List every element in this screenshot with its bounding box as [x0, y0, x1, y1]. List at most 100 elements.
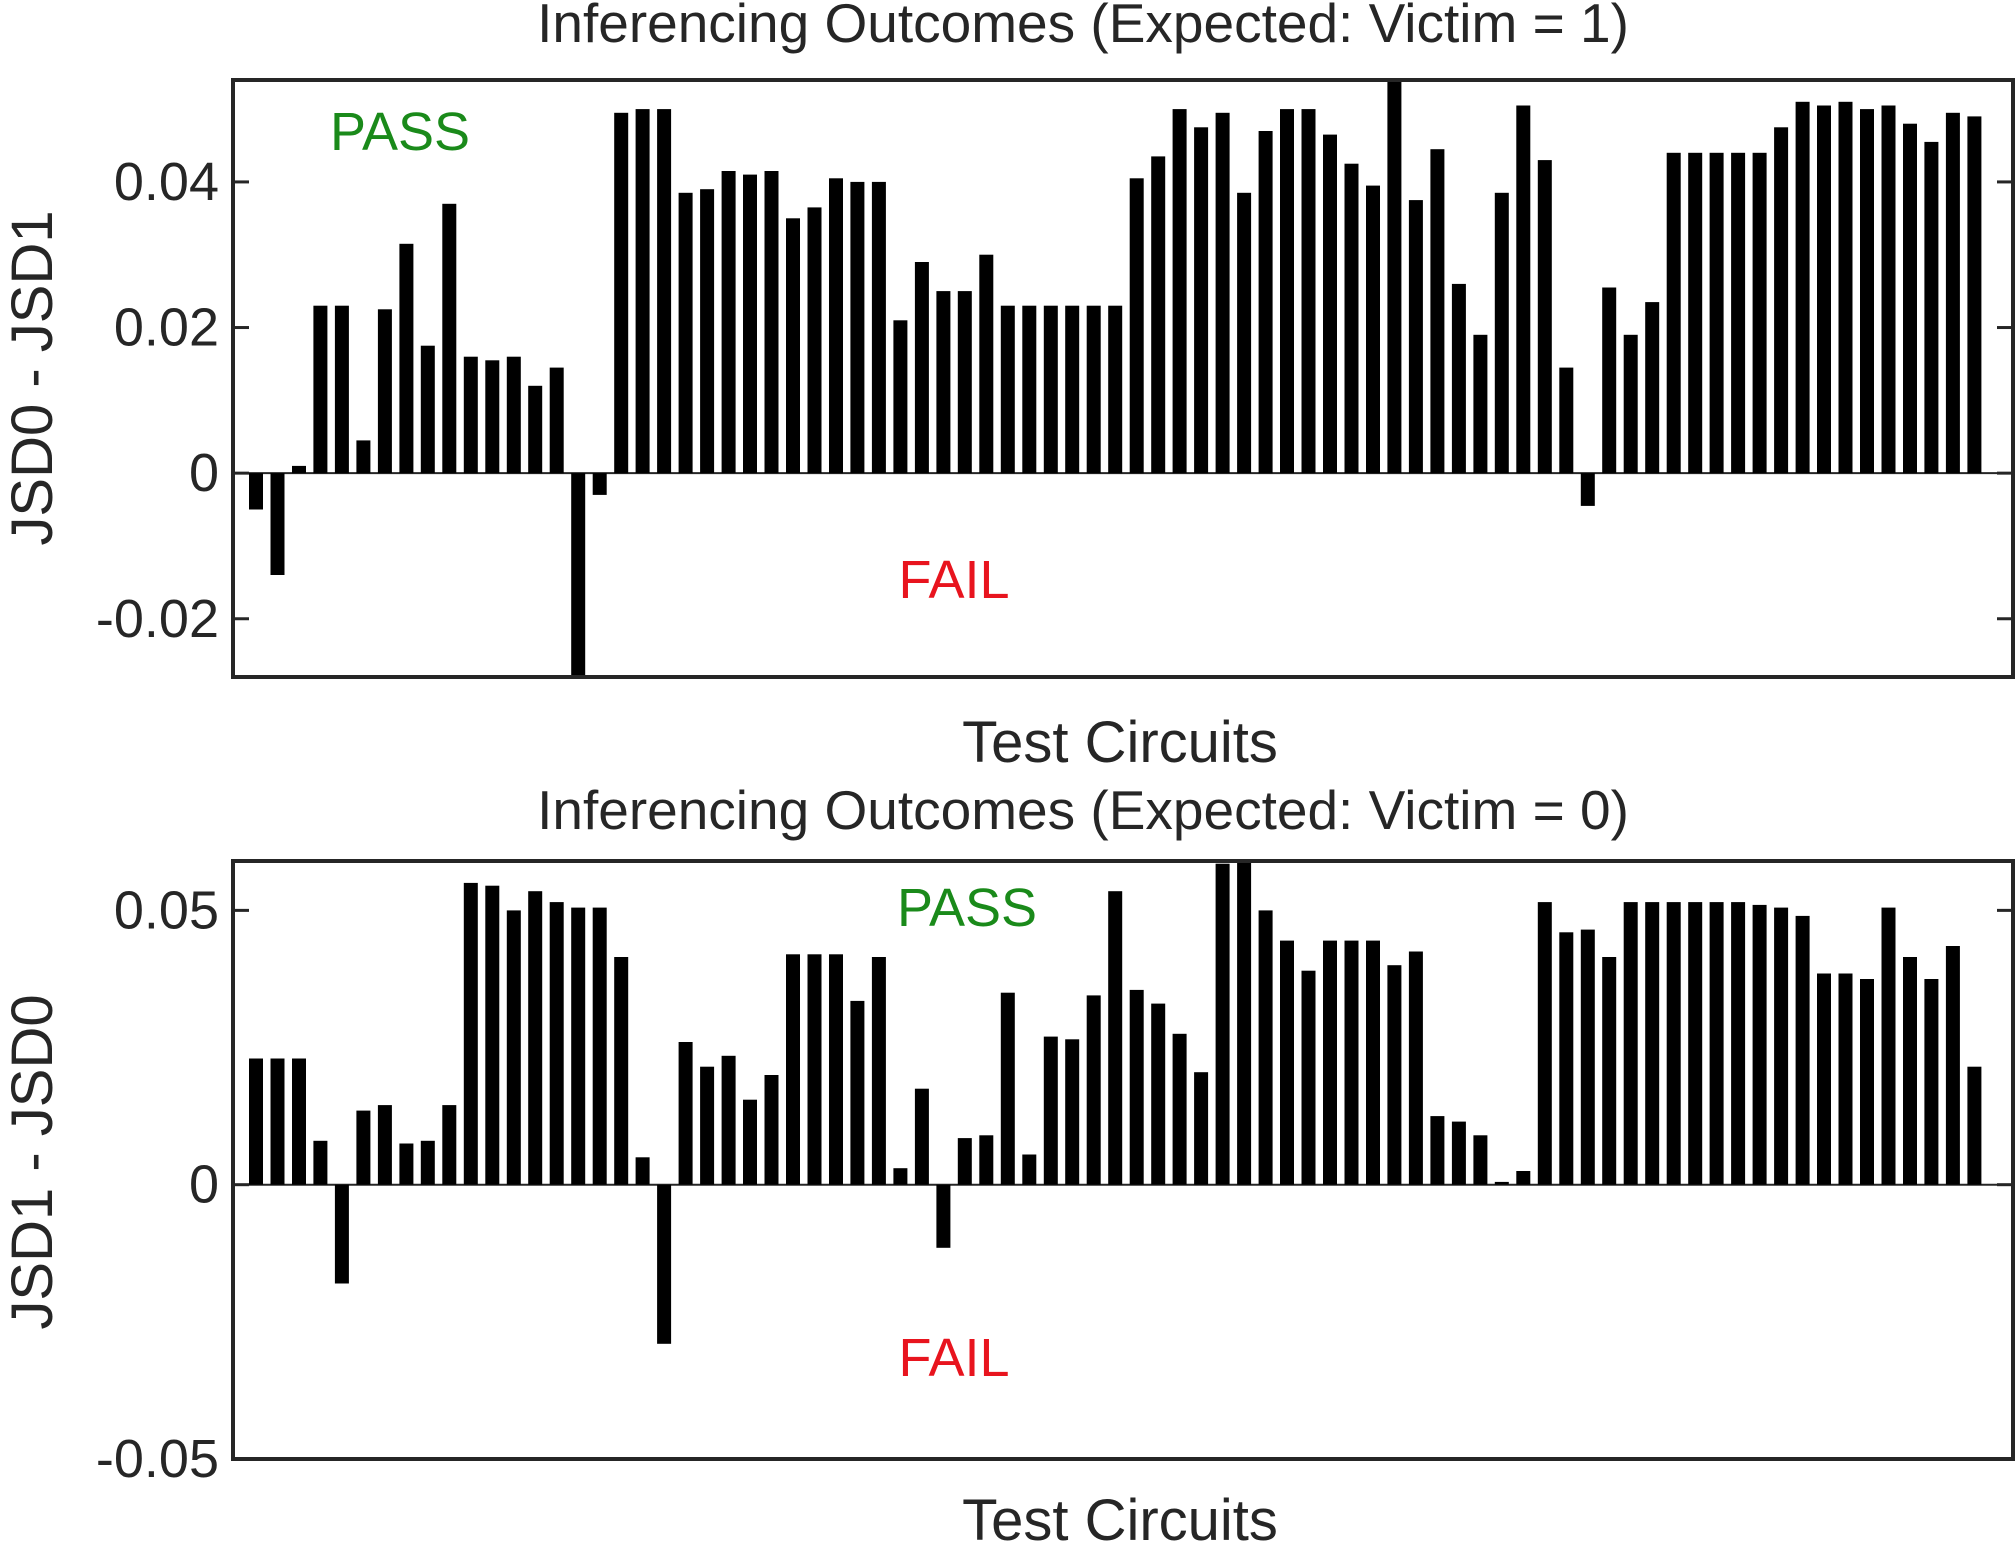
bar-44: [1172, 109, 1187, 474]
bar-15: [549, 367, 564, 474]
bar-38: [1043, 305, 1058, 474]
bar-24: [743, 1099, 757, 1185]
bar-65: [1623, 902, 1638, 1185]
bar-1: [249, 1058, 263, 1185]
bar-33: [936, 291, 951, 474]
bar-4: [313, 305, 328, 474]
bar-54: [1387, 965, 1402, 1185]
bar-30: [871, 957, 886, 1185]
bar-13: [506, 356, 521, 474]
bar-40: [1086, 995, 1101, 1185]
bar-2: [270, 473, 285, 575]
bar-49: [1280, 940, 1294, 1185]
bar-8: [399, 1143, 414, 1185]
bar-37: [1022, 1154, 1037, 1185]
bar-35: [979, 254, 994, 474]
panel-top-fail-label: FAIL: [898, 550, 1009, 610]
bar-19: [635, 1157, 650, 1185]
bar-63: [1580, 929, 1595, 1185]
bar-1: [249, 473, 263, 510]
bar-45: [1194, 127, 1209, 474]
bar-80: [1945, 112, 1960, 474]
bar-81: [1967, 116, 1982, 474]
bar-26: [786, 954, 800, 1185]
bar-12: [485, 360, 500, 474]
bar-79: [1924, 979, 1939, 1185]
bar-50: [1301, 109, 1316, 474]
y-tick-label: -0.05: [96, 1429, 219, 1489]
bar-14: [528, 385, 543, 474]
bar-22: [700, 189, 715, 474]
bar-32: [914, 262, 929, 474]
bar-10: [442, 1105, 457, 1185]
bar-29: [850, 1000, 865, 1185]
bar-57: [1451, 283, 1466, 474]
bar-25: [764, 171, 779, 474]
bar-73: [1795, 915, 1810, 1185]
bar-14: [528, 891, 543, 1185]
bar-55: [1408, 200, 1423, 474]
bar-36: [1000, 305, 1015, 474]
bar-11: [463, 356, 478, 474]
bar-54: [1387, 80, 1402, 474]
panel-top-pass-label: PASS: [330, 102, 470, 162]
bar-58: [1473, 334, 1488, 474]
bar-3: [292, 465, 306, 474]
bar-48: [1258, 910, 1273, 1185]
bar-81: [1967, 1066, 1982, 1185]
bar-43: [1151, 1003, 1166, 1185]
panel-bottom-axes-box: [231, 859, 2015, 1461]
bar-30: [871, 181, 886, 474]
bar-41: [1108, 305, 1123, 474]
bar-23: [721, 171, 736, 474]
panel-top-y-ticks: -0.02 0 0.02 0.04: [96, 152, 2013, 649]
bar-39: [1065, 1039, 1080, 1185]
bar-5: [334, 305, 349, 474]
bar-17: [592, 907, 607, 1185]
bar-67: [1666, 152, 1681, 474]
panel-bottom-x-axis-label: Test Circuits: [962, 1488, 1278, 1547]
bar-52: [1344, 163, 1359, 474]
bar-34: [957, 291, 972, 474]
bar-26: [786, 218, 800, 474]
bar-34: [957, 1138, 972, 1185]
bar-20: [657, 109, 672, 474]
panel-bottom-pass-label: PASS: [897, 878, 1037, 938]
bar-66: [1645, 302, 1660, 474]
bar-65: [1623, 334, 1638, 474]
bar-62: [1559, 932, 1574, 1185]
bar-71: [1752, 904, 1767, 1185]
bar-22: [700, 1066, 715, 1185]
bar-69: [1709, 902, 1724, 1185]
bar-47: [1237, 192, 1252, 474]
bar-70: [1731, 902, 1746, 1185]
bar-5: [334, 1184, 349, 1284]
bar-74: [1817, 105, 1831, 474]
bar-35: [979, 1135, 994, 1185]
bar-52: [1344, 940, 1359, 1185]
bar-64: [1602, 957, 1617, 1185]
bar-69: [1709, 152, 1724, 474]
panel-bottom-bars: [249, 861, 1982, 1344]
y-tick-label: 0.05: [114, 880, 219, 940]
bar-38: [1043, 1036, 1058, 1185]
bar-7: [377, 309, 392, 474]
bar-61: [1537, 902, 1552, 1185]
bar-40: [1086, 305, 1101, 474]
bar-68: [1688, 152, 1703, 474]
bar-72: [1774, 907, 1789, 1185]
bar-55: [1408, 951, 1423, 1185]
bar-23: [721, 1055, 736, 1185]
bar-60: [1516, 105, 1531, 474]
bar-56: [1430, 149, 1445, 474]
bar-46: [1215, 863, 1230, 1185]
y-tick-label: -0.02: [96, 589, 219, 649]
bar-21: [678, 1042, 693, 1185]
y-tick-label: 0: [189, 443, 219, 503]
bar-72: [1774, 127, 1789, 474]
bar-61: [1537, 160, 1552, 474]
bar-19: [635, 109, 650, 474]
y-tick-label: 0.02: [114, 298, 219, 358]
bar-6: [356, 440, 371, 474]
